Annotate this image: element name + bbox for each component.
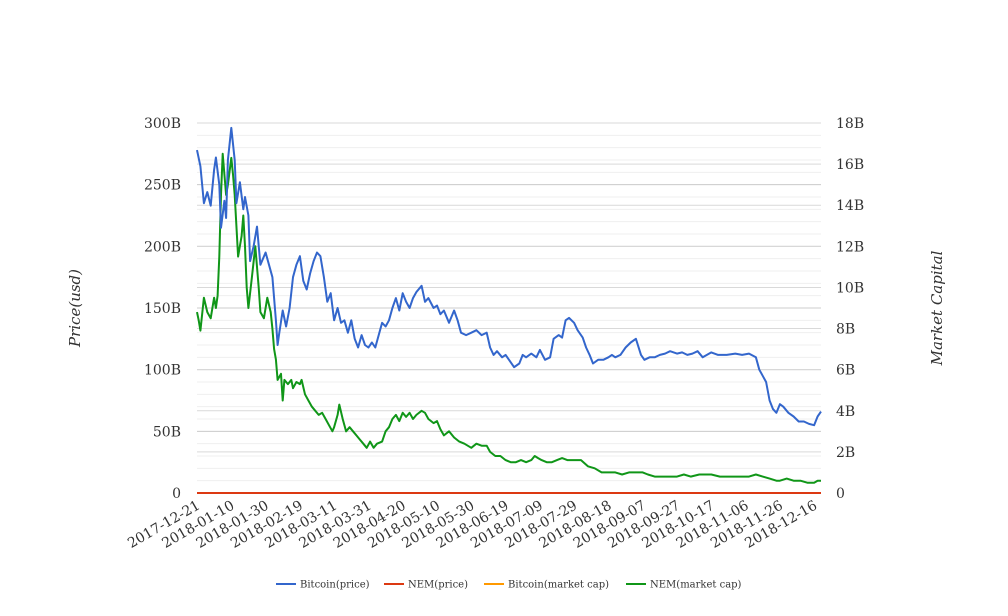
right-y-tick-label: 12B	[836, 239, 864, 255]
right-y-tick-label: 4B	[836, 404, 855, 420]
left-y-tick-label: 50B	[153, 424, 181, 440]
right-y-tick-label: 10B	[836, 280, 864, 296]
legend-item-label: Bitcoin(market cap)	[508, 580, 609, 591]
left-y-tick-label: 150B	[144, 301, 181, 317]
series-line-bitcoin-price	[196, 126, 822, 427]
right-y-axis-ticks: 0 2B 4B 6B 8B 10B 12B 14B 16B 18B	[836, 116, 864, 502]
right-y-tick-label: 14B	[836, 198, 864, 214]
left-y-tick-label: 250B	[144, 178, 181, 194]
legend-item-label: Bitcoin(price)	[300, 580, 370, 591]
left-y-axis-ticks: 0 50B 100B 150B 200B 250B 300B	[144, 116, 181, 502]
series-line-nem-market-cap	[196, 152, 821, 484]
right-y-tick-label: 18B	[836, 116, 864, 132]
legend-item-label: NEM(market cap)	[650, 580, 742, 591]
left-y-tick-label: 0	[172, 486, 181, 502]
left-y-tick-label: 100B	[144, 363, 181, 379]
left-y-axis-title: Price(usd)	[66, 269, 84, 348]
legend-item-label: NEM(price)	[408, 580, 468, 591]
right-y-axis-title: Market Capital	[928, 250, 946, 366]
right-y-tick-label: 16B	[836, 157, 864, 173]
left-y-tick-label: 200B	[144, 239, 181, 255]
right-y-tick-label: 2B	[836, 445, 855, 461]
right-y-tick-label: 6B	[836, 363, 855, 379]
right-y-tick-label: 8B	[836, 322, 855, 338]
series-layer	[196, 126, 822, 494]
legend: Bitcoin(price) NEM(price) Bitcoin(market c…	[276, 580, 742, 591]
right-y-tick-label: 0	[836, 486, 845, 502]
x-axis-ticks: 2017-12-212018-01-102018-01-302018-02-19…	[125, 498, 820, 552]
left-y-tick-label: 300B	[144, 116, 181, 132]
